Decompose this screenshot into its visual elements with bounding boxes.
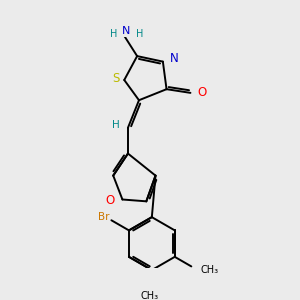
Text: CH₃: CH₃ <box>141 291 159 300</box>
Text: H: H <box>110 29 118 39</box>
Text: S: S <box>112 72 120 86</box>
Text: O: O <box>198 85 207 99</box>
Text: N: N <box>170 52 179 65</box>
Text: H: H <box>136 29 143 39</box>
Text: H: H <box>112 120 120 130</box>
Text: N: N <box>122 26 130 37</box>
Text: O: O <box>105 194 114 207</box>
Text: Br: Br <box>98 212 110 222</box>
Text: CH₃: CH₃ <box>200 265 219 275</box>
